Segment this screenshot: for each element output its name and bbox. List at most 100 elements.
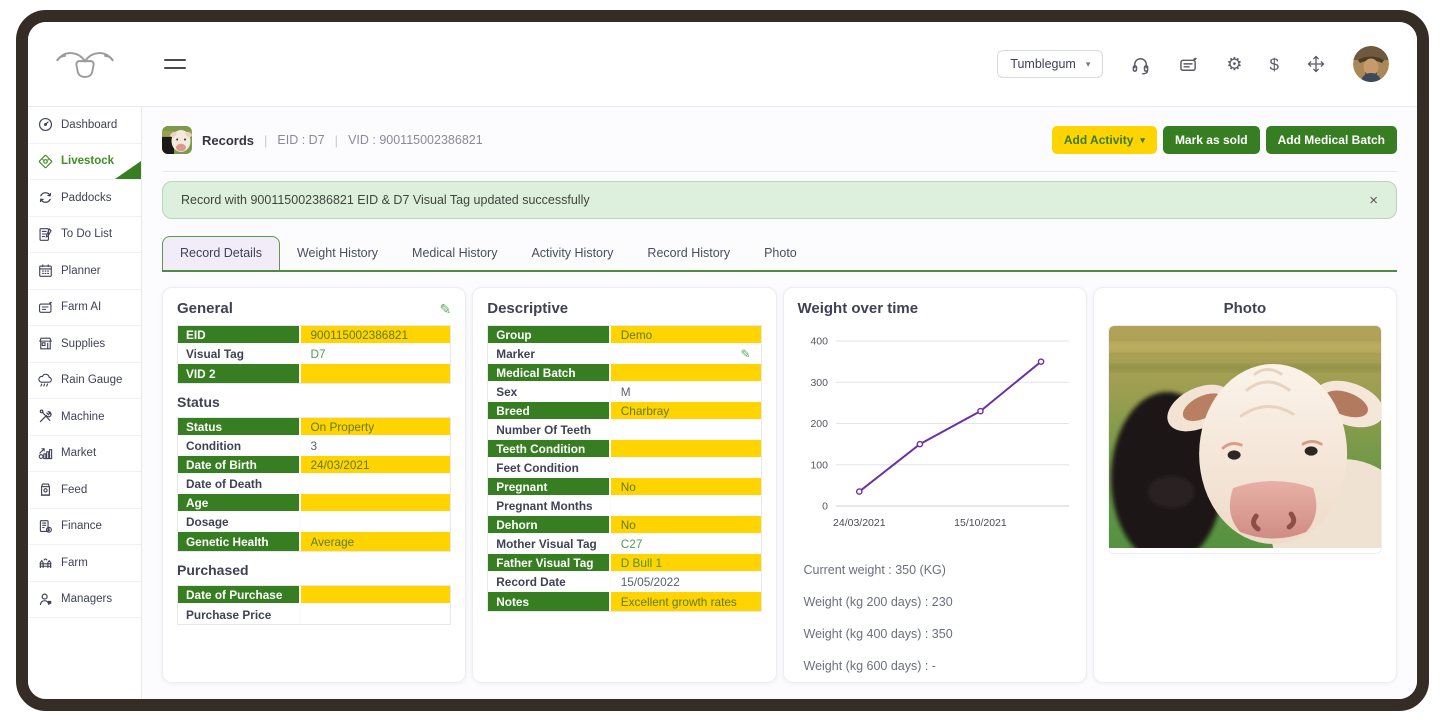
- row-label: Father Visual Tag: [488, 554, 611, 571]
- sidebar-item-machine[interactable]: Machine: [28, 399, 141, 436]
- note-icon: [37, 299, 54, 316]
- sidebar-item-farm-ai[interactable]: Farm AI: [28, 290, 141, 327]
- table-row: Date of Death: [178, 475, 450, 494]
- page-title: Records: [202, 133, 254, 148]
- tab-activity-history[interactable]: Activity History: [514, 237, 630, 270]
- row-value: [301, 605, 451, 624]
- row-value: [301, 364, 451, 383]
- row-label: Date of Purchase: [178, 586, 301, 603]
- weight-stat: Weight (kg 200 days) : 230: [804, 595, 1072, 609]
- svg-text:100: 100: [810, 459, 828, 471]
- sidebar-item-dashboard[interactable]: Dashboard: [28, 107, 141, 144]
- sidebar-item-todo[interactable]: To Do List: [28, 217, 141, 254]
- app-frame: Tumblegum ▾ ⚙ $: [16, 10, 1429, 711]
- sidebar-item-managers[interactable]: Managers: [28, 582, 141, 619]
- dollar-icon[interactable]: $: [1270, 56, 1279, 73]
- row-label: Group: [488, 326, 611, 343]
- table-row: DehornNo: [488, 516, 760, 535]
- tab-record-history[interactable]: Record History: [630, 237, 747, 270]
- row-value: [301, 586, 451, 603]
- table-row: EID900115002386821: [178, 326, 450, 345]
- tools-icon: [37, 408, 54, 425]
- weight-stat: Current weight : 350 (KG): [804, 563, 1072, 577]
- chevron-down-icon: ▾: [1140, 135, 1145, 146]
- headset-icon[interactable]: [1130, 54, 1151, 75]
- row-label: Condition: [178, 437, 301, 454]
- tab-weight-history[interactable]: Weight History: [280, 237, 395, 270]
- topbar: Tumblegum ▾ ⚙ $: [28, 22, 1417, 106]
- avatar[interactable]: [1353, 46, 1389, 82]
- row-value[interactable]: D Bull 1: [611, 554, 761, 571]
- menu-toggle-icon[interactable]: [164, 59, 186, 70]
- sidebar-item-finance[interactable]: Finance: [28, 509, 141, 546]
- record-eid: EID : D7: [277, 133, 324, 147]
- calendar-icon: [37, 262, 54, 279]
- row-label: Date of Birth: [178, 456, 301, 473]
- finance-doc-icon: [37, 518, 54, 535]
- record-header: Records | EID : D7 | VID : 9001150023868…: [162, 117, 1397, 163]
- weight-card: Weight over time 010020030040024/03/2021…: [783, 287, 1087, 683]
- row-value[interactable]: C27: [611, 535, 761, 552]
- row-label: Marker: [488, 345, 611, 362]
- row-value[interactable]: D7: [301, 345, 451, 362]
- edit-pencil-icon[interactable]: ✎: [740, 347, 750, 361]
- row-value: 24/03/2021: [301, 456, 451, 473]
- row-value: 15/05/2022: [611, 573, 761, 590]
- edit-pencil-icon[interactable]: ✎: [440, 302, 452, 316]
- tab-bar: Record DetailsWeight HistoryMedical Hist…: [162, 236, 1397, 272]
- move-icon[interactable]: [1306, 54, 1326, 74]
- row-label: Genetic Health: [178, 532, 301, 551]
- add-activity-button[interactable]: Add Activity ▾: [1052, 126, 1157, 154]
- farm-selector[interactable]: Tumblegum ▾: [997, 50, 1103, 78]
- mark-as-sold-button[interactable]: Mark as sold: [1163, 126, 1260, 154]
- sidebar-item-livestock[interactable]: Livestock: [28, 144, 141, 181]
- tab-record-details[interactable]: Record Details: [162, 236, 280, 270]
- sidebar-item-paddocks[interactable]: Paddocks: [28, 180, 141, 217]
- tab-photo[interactable]: Photo: [747, 237, 814, 270]
- row-value: [611, 440, 761, 457]
- row-label: Pregnant Months: [488, 497, 611, 514]
- message-icon[interactable]: [1178, 54, 1199, 75]
- row-value: [301, 475, 451, 492]
- rain-cloud-icon: [37, 372, 54, 389]
- sidebar-item-rain-gauge[interactable]: Rain Gauge: [28, 363, 141, 400]
- row-value: On Property: [301, 418, 451, 435]
- store-icon: [37, 335, 54, 352]
- close-icon[interactable]: ×: [1369, 192, 1378, 209]
- add-medical-batch-button[interactable]: Add Medical Batch: [1266, 126, 1397, 154]
- row-value: Demo: [611, 326, 761, 343]
- table-row: Visual TagD7: [178, 345, 450, 364]
- detail-table: StatusOn PropertyCondition3Date of Birth…: [177, 417, 451, 552]
- weight-stats: Current weight : 350 (KG) Weight (kg 200 …: [798, 563, 1072, 673]
- weight-stat: Weight (kg 400 days) : 350: [804, 627, 1072, 641]
- row-label: Status: [178, 418, 301, 435]
- sidebar-item-planner[interactable]: Planner: [28, 253, 141, 290]
- gear-icon[interactable]: ⚙: [1226, 55, 1242, 73]
- table-row: VID 2: [178, 364, 450, 383]
- table-row: GroupDemo: [488, 326, 760, 345]
- table-row: Medical Batch: [488, 364, 760, 383]
- livestock-icon: [37, 153, 54, 170]
- table-row: Marker ✎: [488, 345, 760, 364]
- row-label: Dosage: [178, 513, 301, 530]
- table-row: PregnantNo: [488, 478, 760, 497]
- sidebar-item-farm[interactable]: Farm: [28, 545, 141, 582]
- svg-text:300: 300: [810, 377, 828, 389]
- cow-photo: [1108, 325, 1382, 554]
- sidebar-item-supplies[interactable]: Supplies: [28, 326, 141, 363]
- detail-table: GroupDemoMarker✎Medical BatchSexMBreedCh…: [487, 325, 761, 612]
- sidebar-item-feed[interactable]: Feed: [28, 472, 141, 509]
- sidebar-item-market[interactable]: Market: [28, 436, 141, 473]
- record-vid: VID : 900115002386821: [348, 133, 483, 147]
- row-value: 900115002386821: [301, 326, 451, 343]
- svg-text:0: 0: [822, 501, 828, 513]
- table-row: Mother Visual TagC27: [488, 535, 760, 554]
- table-row: Genetic HealthAverage: [178, 532, 450, 551]
- table-row: Number Of Teeth: [488, 421, 760, 440]
- row-value: [611, 497, 761, 514]
- row-label: Record Date: [488, 573, 611, 590]
- row-label: Dehorn: [488, 516, 611, 533]
- card-title-photo: Photo: [1108, 300, 1382, 317]
- tab-medical-history[interactable]: Medical History: [395, 237, 514, 270]
- feed-bag-icon: [37, 481, 54, 498]
